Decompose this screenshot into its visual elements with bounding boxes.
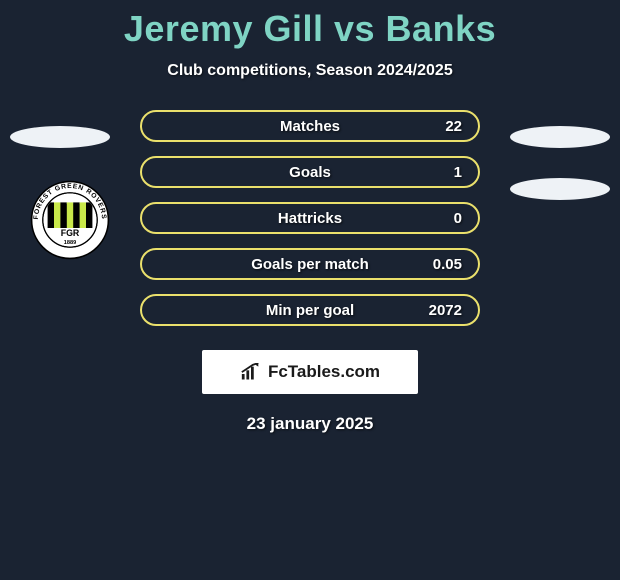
page-title: Jeremy Gill vs Banks [0, 8, 620, 50]
date-label: 23 january 2025 [0, 414, 620, 434]
club-badge-forest-green: FOREST GREEN ROVERS [30, 180, 110, 260]
stat-label: Goals [289, 164, 331, 181]
svg-text:FGR: FGR [61, 228, 80, 238]
stat-row-matches: Matches 22 [140, 110, 480, 142]
stat-value: 1 [454, 164, 462, 181]
stat-value: 0 [454, 210, 462, 227]
stat-value: 0.05 [433, 256, 462, 273]
infographic-container: Jeremy Gill vs Banks Club competitions, … [0, 0, 620, 434]
stat-row-min-per-goal: Min per goal 2072 [140, 294, 480, 326]
stat-label: Goals per match [251, 256, 369, 273]
svg-text:1889: 1889 [64, 240, 76, 246]
stat-label: Min per goal [266, 302, 354, 319]
brand-logo-box: FcTables.com [202, 350, 418, 394]
subtitle: Club competitions, Season 2024/2025 [0, 62, 620, 80]
brand-name: FcTables.com [268, 362, 380, 382]
stat-label: Matches [280, 118, 340, 135]
stat-rows: Matches 22 Goals 1 Hattricks 0 Goals per… [140, 110, 480, 326]
stat-row-goals-per-match: Goals per match 0.05 [140, 248, 480, 280]
placeholder-ellipse-right-2 [510, 178, 610, 200]
placeholder-ellipse-right-1 [510, 126, 610, 148]
stat-label: Hattricks [278, 210, 342, 227]
placeholder-ellipse-left [10, 126, 110, 148]
stat-value: 2072 [429, 302, 462, 319]
stat-row-goals: Goals 1 [140, 156, 480, 188]
stat-row-hattricks: Hattricks 0 [140, 202, 480, 234]
stat-value: 22 [445, 118, 462, 135]
bar-chart-icon [240, 363, 262, 381]
